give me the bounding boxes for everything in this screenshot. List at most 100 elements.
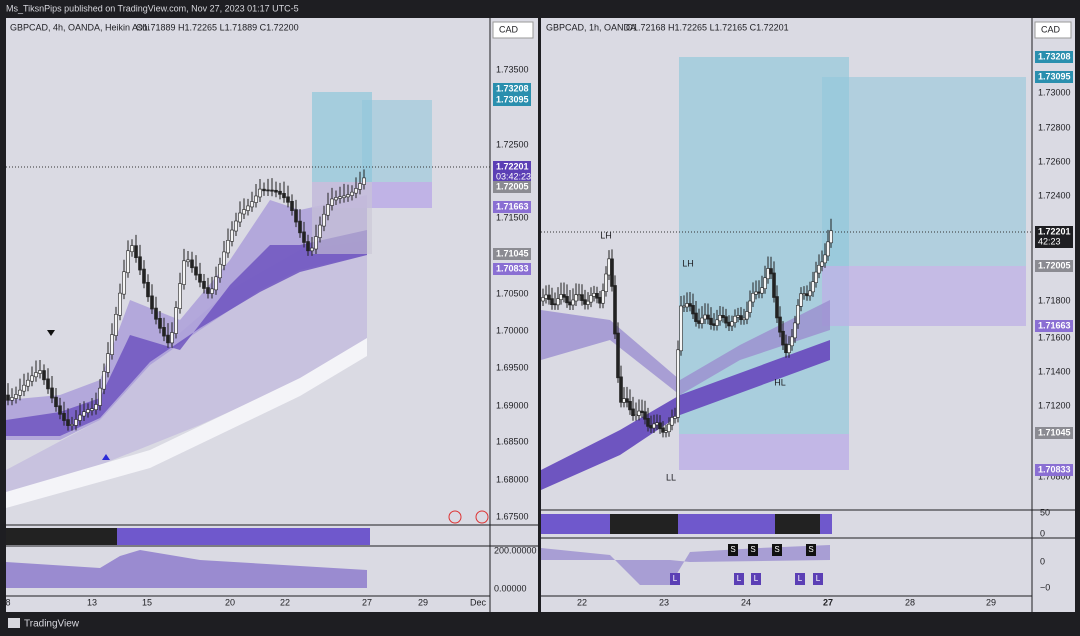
candle <box>628 401 632 411</box>
candle <box>130 245 134 253</box>
indicator-tick: −0 <box>1040 582 1050 592</box>
candle <box>66 419 70 426</box>
candle <box>727 321 731 327</box>
swing-label: LH <box>600 230 612 240</box>
candle <box>583 299 587 305</box>
candle <box>619 376 623 403</box>
candle <box>26 379 30 387</box>
candle <box>146 281 150 298</box>
candle <box>784 343 788 354</box>
signal: S <box>774 545 779 554</box>
band <box>6 338 367 508</box>
price-tag-label: 1.71663 <box>1038 320 1071 330</box>
candle <box>643 411 647 420</box>
price-tick: 1.71800 <box>1038 295 1071 305</box>
price-tag-label: 1.72005 <box>1038 260 1071 270</box>
candle <box>661 427 665 433</box>
price-tag-label: 1.73208 <box>1038 51 1071 61</box>
candle <box>194 266 198 276</box>
candle <box>562 294 566 298</box>
candle <box>664 430 668 433</box>
candle <box>544 294 548 299</box>
candle <box>811 281 815 293</box>
candle <box>703 314 707 320</box>
icon <box>448 510 462 524</box>
candle <box>218 263 222 279</box>
candle <box>246 205 250 211</box>
target-zone <box>362 100 432 182</box>
publisher: Ms_TiksnPips published on TradingView.co… <box>6 3 299 13</box>
candle <box>362 177 366 185</box>
candle <box>577 294 581 296</box>
candle <box>118 292 122 316</box>
date-tick: 22 <box>577 597 587 607</box>
logo <box>8 618 20 628</box>
price-tag <box>1035 427 1073 439</box>
date-tick: 23 <box>659 597 669 607</box>
price-tick: 1.72800 <box>1038 122 1071 132</box>
candle <box>715 319 719 326</box>
candle <box>138 256 142 271</box>
candle <box>282 193 286 199</box>
candle <box>673 416 677 419</box>
candle <box>553 303 557 306</box>
candle <box>274 189 278 193</box>
currency: CAD <box>499 24 519 34</box>
candle <box>649 425 653 429</box>
candle <box>238 212 242 223</box>
signal: S <box>750 545 755 554</box>
candle <box>254 195 258 203</box>
price-tag <box>493 263 531 275</box>
candle <box>230 229 234 242</box>
candle <box>202 280 206 289</box>
signal-box <box>728 544 738 556</box>
candle <box>778 316 782 333</box>
price-tick: 1.71400 <box>1038 366 1071 376</box>
candle <box>318 224 322 238</box>
icon <box>475 510 489 524</box>
price-tag <box>493 181 531 193</box>
chart-title: GBPCAD, 4h, OANDA, Heikin Ashi <box>10 22 150 32</box>
candle <box>134 245 138 259</box>
candle <box>126 250 130 274</box>
candle <box>601 290 605 304</box>
candle <box>114 313 118 336</box>
candle <box>94 404 98 410</box>
candle <box>787 344 791 354</box>
candle <box>302 231 306 243</box>
price-tick: 1.71200 <box>1038 400 1071 410</box>
candle <box>222 251 226 266</box>
candle <box>805 293 809 297</box>
ohlc: O1.72168 H1.72265 L1.72165 C1.72201 <box>626 22 789 32</box>
price-tag <box>1035 226 1073 248</box>
stop-zone <box>679 434 849 470</box>
candle <box>54 396 58 408</box>
price-tag-label: 1.71663 <box>496 201 529 211</box>
candle <box>547 294 551 300</box>
candle <box>625 398 629 403</box>
candle <box>38 370 42 374</box>
candle <box>802 293 806 296</box>
indicator-tick: 50 <box>1040 507 1050 517</box>
price-tag-timer: 03:42:23 <box>496 171 531 181</box>
price-tag <box>493 94 531 106</box>
chart-title: GBPCAD, 1h, OANDA <box>546 22 636 32</box>
date-tick: 27 <box>362 597 372 607</box>
price-tag-label: 1.73208 <box>496 83 529 93</box>
candle <box>763 277 767 290</box>
signal-box <box>813 573 823 585</box>
date-tick: 29 <box>986 597 996 607</box>
currency-box <box>1034 21 1072 39</box>
indicator-tick: 200.00000 <box>494 545 537 555</box>
band <box>541 340 830 490</box>
candle <box>721 315 725 318</box>
candle <box>823 254 827 264</box>
candle <box>730 321 734 327</box>
candle <box>781 330 785 346</box>
candle <box>110 334 114 355</box>
candle <box>772 272 776 298</box>
price-tick: 1.70000 <box>496 325 529 335</box>
candle <box>691 305 695 315</box>
candle <box>346 194 350 198</box>
